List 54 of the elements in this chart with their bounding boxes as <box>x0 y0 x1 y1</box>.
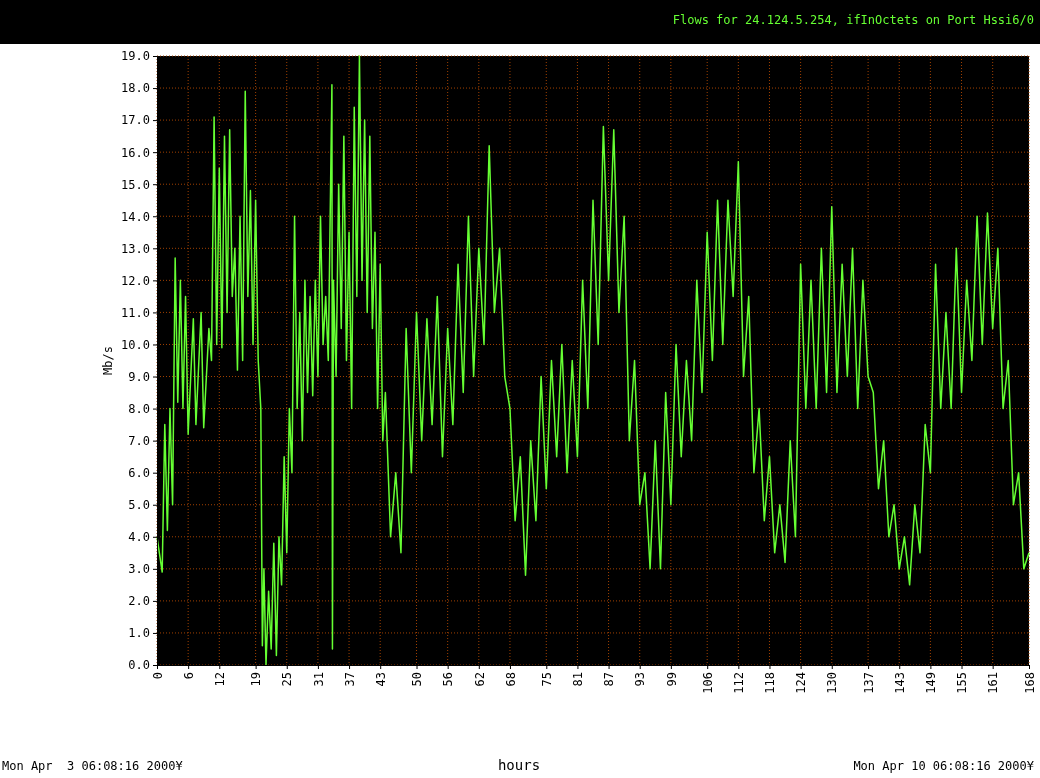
y-tick-label: 9.0 <box>128 369 150 384</box>
x-tick-label: 161 <box>986 672 1001 694</box>
y-tick-label: 3.0 <box>128 562 150 577</box>
y-axis-title: Mb/s <box>101 346 115 375</box>
x-axis-title: hours <box>497 757 541 773</box>
y-tick-label: 5.0 <box>128 498 150 513</box>
x-tick-label: 93 <box>633 672 648 687</box>
y-tick-label: 15.0 <box>121 177 150 192</box>
x-tick-label: 112 <box>732 672 747 694</box>
y-tick-label: 4.0 <box>128 530 150 545</box>
x-tick-label: 137 <box>861 672 876 694</box>
x-tick-label: 143 <box>892 672 907 694</box>
y-tick-label: 8.0 <box>128 401 150 416</box>
x-tick-label: 0 <box>150 672 165 680</box>
x-tick-label: 50 <box>410 672 425 687</box>
x-tick-label: 75 <box>539 672 554 687</box>
x-tick-label: 12 <box>212 672 227 687</box>
x-tick-label: 43 <box>373 672 388 687</box>
y-tick-label: 6.0 <box>128 466 150 481</box>
y-tick-label: 13.0 <box>121 241 150 256</box>
line-series <box>156 55 1030 666</box>
x-tick-label: 56 <box>441 672 456 687</box>
x-tick-label: 31 <box>311 672 326 687</box>
x-tick-label: 155 <box>955 672 970 694</box>
x-tick-label: 87 <box>602 672 617 687</box>
x-tick-label: 99 <box>664 672 679 687</box>
x-tick-label: 25 <box>280 672 295 687</box>
text: Mon Apr 10 06:08:16 2000¥ <box>853 759 1035 773</box>
y-tick-label: 1.0 <box>128 626 150 641</box>
y-tick-label: 11.0 <box>121 305 150 320</box>
y-tick-label: 18.0 <box>121 81 150 96</box>
x-tick-label: 118 <box>763 672 778 694</box>
x-tick-label: 168 <box>1022 672 1037 694</box>
y-tick-label: 16.0 <box>121 145 150 160</box>
chart-title: Flows for 24.124.5.254, ifInOctets on Port Hssi6/0 <box>672 13 1034 27</box>
y-tick-label: 2.0 <box>128 594 150 609</box>
x-tick-label: 130 <box>825 672 840 694</box>
x-tick-label: 106 <box>700 672 715 694</box>
y-tick-label: 14.0 <box>121 209 150 224</box>
x-tick-label: 81 <box>571 672 586 687</box>
y-tick-label: 17.0 <box>121 113 150 128</box>
x-tick-label: 68 <box>503 672 518 687</box>
text: Mon Apr 3 06:08:16 2000¥ <box>2 759 184 773</box>
y-tick-label: 0.0 <box>128 658 150 673</box>
x-tick-label: 6 <box>181 672 196 680</box>
y-tick-label: 12.0 <box>121 273 150 288</box>
y-tick-label: 19.0 <box>121 49 150 64</box>
y-tick-label: 7.0 <box>128 433 150 448</box>
x-tick-label: 37 <box>342 672 357 687</box>
x-tick-label: 19 <box>249 672 264 687</box>
x-tick-label: 149 <box>924 672 939 694</box>
x-tick-label: 62 <box>472 672 487 687</box>
x-tick-label: 124 <box>794 672 809 694</box>
y-tick-label: 10.0 <box>121 337 150 352</box>
